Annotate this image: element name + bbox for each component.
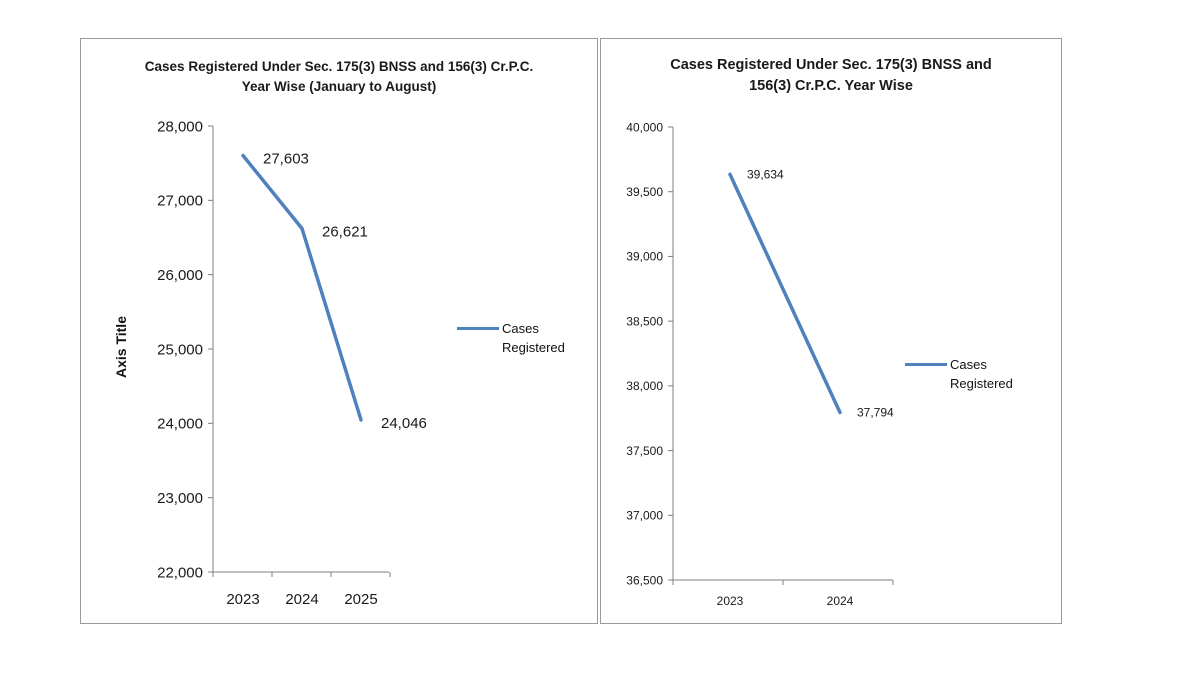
legend-line-swatch [457, 327, 499, 330]
data-label: 39,634 [747, 167, 784, 181]
x-tick-label: 2024 [827, 594, 854, 608]
chart-title: Cases Registered Under Sec. 175(3) BNSS … [670, 57, 992, 94]
legend: Cases Registered [905, 355, 1028, 393]
y-tick-label: 37,500 [626, 444, 663, 458]
y-tick-label: 23,000 [157, 490, 203, 507]
y-tick-label: 38,500 [626, 314, 663, 328]
y-tick-label: 25,000 [157, 341, 203, 358]
legend-label: Cases Registered [950, 357, 1013, 391]
legend-line-swatch [905, 363, 947, 366]
line-chart-left: 22,000 23,000 24,000 25,000 26,000 27,000 28,0… [157, 118, 427, 608]
y-tick-label: 38,000 [626, 379, 663, 393]
data-label: 27,603 [263, 151, 309, 168]
y-tick-label: 39,000 [626, 250, 663, 264]
y-tick-label: 24,000 [157, 416, 203, 433]
x-tick-label: 2025 [344, 591, 377, 608]
y-tick-label: 39,500 [626, 185, 663, 199]
series-line-cases-registered [728, 172, 842, 415]
chart-panel-left: Cases Registered Under Sec. 175(3) BNSS … [80, 38, 598, 624]
data-label: 37,794 [857, 406, 894, 420]
data-label: 24,046 [381, 415, 427, 432]
chart-title: Cases Registered Under Sec. 175(3) BNSS … [144, 59, 534, 94]
y-tick-label: 27,000 [157, 193, 203, 210]
y-tick-label: 36,500 [626, 573, 663, 587]
y-tick-label: 22,000 [157, 564, 203, 581]
y-tick-label: 37,000 [626, 509, 663, 523]
x-tick-label: 2024 [285, 591, 318, 608]
data-label: 26,621 [322, 224, 368, 241]
line-chart-right: 36,500 37,000 37,500 38,000 38,500 39,000 39,5… [626, 120, 894, 608]
chart-panel-right: Cases Registered Under Sec. 175(3) BNSS … [600, 38, 1062, 624]
legend: Cases Registered [457, 319, 580, 357]
y-tick-label: 28,000 [157, 118, 203, 135]
y-tick-label: 26,000 [157, 267, 203, 284]
series-line-cases-registered [241, 153, 363, 422]
x-tick-label: 2023 [717, 594, 744, 608]
x-tick-label: 2023 [226, 591, 259, 608]
y-tick-label: 40,000 [626, 120, 663, 134]
legend-label: Cases Registered [502, 321, 565, 355]
